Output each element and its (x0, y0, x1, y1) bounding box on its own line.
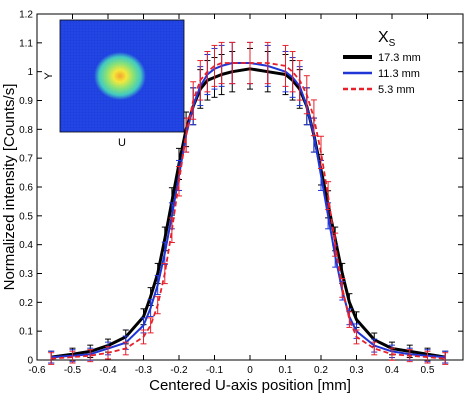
series-2 (48, 41, 449, 365)
y-tick-label: 0.8 (19, 125, 33, 136)
legend-entry-17mm: 17.3 mm (378, 52, 421, 64)
x-tick-label: 0.2 (314, 365, 328, 376)
x-axis-label: Centered U-axis position [mm] (149, 377, 351, 394)
x-tick-label: -0.4 (99, 365, 117, 376)
x-tick-label: -0.1 (206, 365, 224, 376)
inset-y-label: Y (43, 72, 55, 80)
y-tick-label: 0 (27, 356, 33, 367)
x-tick-label: 0.3 (350, 365, 364, 376)
series-line (51, 62, 446, 360)
legend: XS 17.3 mm 11.3 mm 5.3 mm (343, 29, 421, 96)
x-tick-label: 0.4 (385, 365, 399, 376)
legend-title-subscript: S (389, 38, 396, 49)
y-tick-label: 0.4 (19, 240, 33, 251)
x-tick-label: -0.2 (170, 365, 188, 376)
x-tick-label: -0.3 (135, 365, 153, 376)
y-tick-label: 0.2 (19, 298, 33, 309)
legend-entry-11mm: 11.3 mm (378, 68, 420, 80)
y-tick-label: 0.5 (19, 211, 33, 222)
y-tick-label: 1.1 (19, 38, 33, 49)
inset-pixel-texture (60, 20, 184, 132)
y-tick-label: 1.2 (19, 10, 33, 21)
y-tick-label: 0.6 (19, 183, 33, 194)
legend-entry-5mm: 5.3 mm (378, 84, 415, 96)
x-tick-label: -0.6 (28, 365, 46, 376)
inset-x-label: U (118, 137, 126, 149)
y-axis-label: Normalized intensity [Counts/s] (1, 84, 18, 291)
x-axis-ticks: -0.6 -0.5 -0.4 -0.3 -0.2 -0.1 0 0.1 0.2 0.3 0.4 0.5 (28, 14, 435, 376)
legend-title: XS (378, 29, 396, 49)
x-tick-label: 0.5 (421, 365, 435, 376)
x-tick-label: -0.5 (64, 365, 82, 376)
y-tick-label: 0.7 (19, 154, 33, 165)
y-axis-ticks: 0 0.1 0.2 0.3 0.4 0.5 0.6 0.7 0.8 0.9 1 1.1 1.2 (19, 10, 463, 367)
y-tick-label: 0.3 (19, 269, 33, 280)
series-layer (48, 41, 449, 365)
y-tick-label: 1 (27, 67, 33, 78)
y-tick-label: 0.1 (19, 327, 33, 338)
inset-heatmap: U Y (43, 19, 185, 149)
x-tick-label: 0 (247, 365, 253, 376)
y-tick-label: 0.9 (19, 96, 33, 107)
x-tick-label: 0.1 (279, 365, 293, 376)
